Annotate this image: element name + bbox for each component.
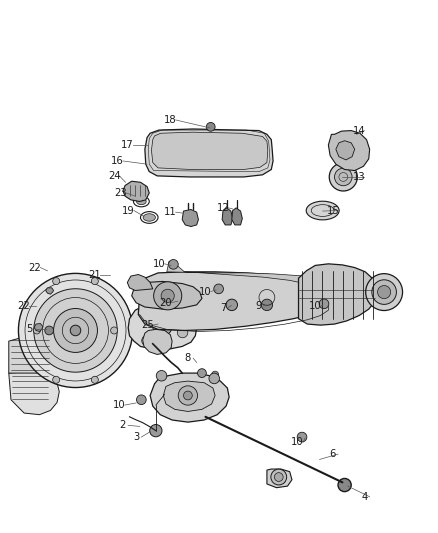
Polygon shape (328, 131, 369, 171)
Text: 5: 5 (27, 324, 33, 334)
Circle shape (91, 376, 98, 383)
Circle shape (33, 327, 40, 334)
Circle shape (53, 376, 60, 383)
Text: 6: 6 (329, 449, 335, 459)
Text: 23: 23 (114, 188, 127, 198)
Text: 11: 11 (163, 207, 177, 217)
Circle shape (168, 260, 178, 269)
Text: 8: 8 (184, 353, 191, 363)
Polygon shape (150, 373, 229, 422)
Circle shape (337, 479, 350, 491)
Circle shape (297, 432, 306, 442)
Text: 17: 17 (120, 140, 134, 150)
Circle shape (270, 469, 286, 485)
Text: 10: 10 (199, 287, 211, 296)
Text: 22: 22 (17, 301, 30, 311)
Text: 16: 16 (111, 156, 124, 166)
Circle shape (208, 373, 219, 384)
Circle shape (226, 299, 237, 311)
Polygon shape (166, 261, 324, 293)
Circle shape (211, 371, 218, 378)
Polygon shape (9, 337, 60, 373)
Text: 3: 3 (133, 432, 139, 442)
Circle shape (371, 280, 396, 304)
Circle shape (183, 391, 192, 400)
Circle shape (141, 335, 152, 346)
Polygon shape (127, 274, 152, 290)
Text: 25: 25 (141, 320, 154, 330)
Text: 9: 9 (254, 301, 261, 311)
Circle shape (136, 395, 146, 405)
Circle shape (158, 322, 166, 330)
Text: 14: 14 (352, 126, 364, 135)
Text: 7: 7 (219, 303, 226, 312)
Polygon shape (163, 381, 215, 411)
Polygon shape (182, 209, 198, 227)
Text: 19: 19 (122, 206, 135, 215)
Text: 21: 21 (88, 270, 101, 280)
Polygon shape (142, 329, 172, 354)
Text: 22: 22 (28, 263, 42, 272)
Polygon shape (231, 208, 242, 225)
Text: 13: 13 (352, 172, 364, 182)
Polygon shape (298, 264, 377, 325)
Polygon shape (151, 132, 267, 169)
Polygon shape (128, 303, 196, 349)
Circle shape (161, 289, 174, 302)
Circle shape (206, 123, 215, 131)
Circle shape (334, 168, 351, 185)
Text: 10: 10 (308, 302, 321, 311)
Text: 18: 18 (164, 115, 176, 125)
Circle shape (213, 284, 223, 294)
Text: 10: 10 (291, 438, 303, 447)
Circle shape (149, 424, 162, 437)
Polygon shape (138, 272, 328, 330)
Polygon shape (46, 288, 53, 294)
Circle shape (53, 278, 60, 285)
Text: 15: 15 (325, 206, 339, 215)
Circle shape (261, 299, 272, 311)
Ellipse shape (143, 214, 155, 221)
Polygon shape (145, 129, 272, 177)
Circle shape (153, 282, 181, 310)
Circle shape (318, 299, 328, 309)
Text: 12: 12 (216, 203, 229, 213)
Polygon shape (222, 208, 232, 225)
Text: 24: 24 (108, 171, 120, 181)
Polygon shape (131, 281, 201, 309)
Circle shape (34, 289, 117, 372)
Circle shape (177, 327, 187, 338)
Text: 4: 4 (360, 492, 367, 502)
Text: 2: 2 (120, 421, 126, 430)
Circle shape (45, 326, 53, 335)
Circle shape (53, 309, 97, 352)
Polygon shape (9, 372, 59, 415)
Circle shape (377, 286, 390, 298)
Circle shape (197, 369, 206, 377)
Polygon shape (335, 141, 354, 160)
Polygon shape (266, 469, 291, 488)
Circle shape (156, 370, 166, 381)
Circle shape (91, 278, 98, 285)
Text: 10: 10 (153, 259, 165, 269)
Circle shape (110, 327, 117, 334)
Text: 20: 20 (159, 298, 172, 308)
Polygon shape (123, 181, 149, 201)
Circle shape (152, 300, 162, 311)
Circle shape (328, 163, 357, 191)
Circle shape (70, 325, 81, 336)
Circle shape (178, 386, 197, 405)
Circle shape (152, 317, 172, 336)
Circle shape (365, 273, 402, 311)
Text: 10: 10 (113, 400, 125, 410)
Circle shape (18, 273, 132, 387)
Ellipse shape (306, 201, 338, 220)
Ellipse shape (136, 198, 146, 205)
Circle shape (274, 473, 283, 481)
Polygon shape (34, 324, 43, 332)
